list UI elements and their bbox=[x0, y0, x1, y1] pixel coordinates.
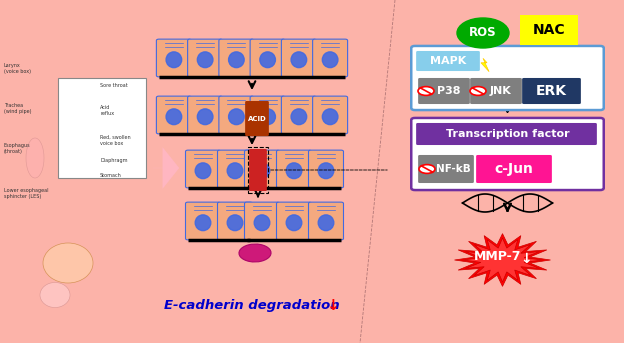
FancyBboxPatch shape bbox=[276, 202, 311, 240]
FancyBboxPatch shape bbox=[219, 96, 254, 134]
FancyBboxPatch shape bbox=[250, 96, 285, 134]
FancyBboxPatch shape bbox=[418, 155, 474, 183]
FancyBboxPatch shape bbox=[249, 149, 267, 191]
Circle shape bbox=[418, 86, 434, 95]
Text: Esophagus
(throat): Esophagus (throat) bbox=[4, 143, 31, 154]
Ellipse shape bbox=[228, 109, 244, 125]
Text: NAC: NAC bbox=[533, 23, 565, 37]
Ellipse shape bbox=[286, 163, 302, 179]
FancyBboxPatch shape bbox=[157, 39, 192, 77]
FancyBboxPatch shape bbox=[411, 118, 604, 190]
FancyBboxPatch shape bbox=[276, 150, 311, 188]
Ellipse shape bbox=[43, 243, 93, 283]
Ellipse shape bbox=[37, 25, 72, 60]
FancyBboxPatch shape bbox=[308, 150, 343, 188]
Text: c-Jun: c-Jun bbox=[495, 162, 534, 176]
Text: Sore throat: Sore throat bbox=[100, 83, 128, 88]
FancyArrowPatch shape bbox=[153, 147, 179, 189]
FancyBboxPatch shape bbox=[281, 39, 316, 77]
Ellipse shape bbox=[26, 138, 44, 178]
Ellipse shape bbox=[40, 283, 70, 308]
FancyBboxPatch shape bbox=[58, 78, 146, 178]
Ellipse shape bbox=[260, 109, 275, 125]
Ellipse shape bbox=[323, 109, 338, 125]
FancyBboxPatch shape bbox=[281, 96, 316, 134]
Text: ↓: ↓ bbox=[520, 252, 532, 266]
Ellipse shape bbox=[291, 52, 306, 68]
Text: P38: P38 bbox=[437, 86, 461, 96]
Text: MMP-7: MMP-7 bbox=[474, 250, 521, 263]
Ellipse shape bbox=[227, 163, 243, 179]
Text: ↓: ↓ bbox=[326, 297, 338, 312]
Text: Stomach: Stomach bbox=[100, 173, 122, 178]
Ellipse shape bbox=[197, 109, 213, 125]
FancyBboxPatch shape bbox=[185, 202, 220, 240]
Ellipse shape bbox=[318, 215, 334, 230]
Text: ERK: ERK bbox=[536, 84, 567, 98]
FancyBboxPatch shape bbox=[245, 150, 280, 188]
Ellipse shape bbox=[227, 215, 243, 230]
FancyBboxPatch shape bbox=[313, 39, 348, 77]
Text: Transcription factor: Transcription factor bbox=[446, 129, 569, 139]
Ellipse shape bbox=[254, 163, 270, 179]
FancyBboxPatch shape bbox=[308, 202, 343, 240]
Text: E-cadherin degradation: E-cadherin degradation bbox=[164, 298, 340, 311]
FancyBboxPatch shape bbox=[418, 78, 470, 104]
Text: Diaphragm: Diaphragm bbox=[100, 158, 127, 163]
Ellipse shape bbox=[318, 163, 334, 179]
FancyBboxPatch shape bbox=[157, 96, 192, 134]
Ellipse shape bbox=[195, 163, 211, 179]
Ellipse shape bbox=[61, 138, 79, 178]
FancyBboxPatch shape bbox=[185, 150, 220, 188]
Text: ACID: ACID bbox=[248, 116, 266, 122]
FancyBboxPatch shape bbox=[520, 15, 578, 45]
FancyBboxPatch shape bbox=[188, 96, 223, 134]
Ellipse shape bbox=[166, 52, 182, 68]
FancyBboxPatch shape bbox=[411, 46, 604, 110]
Ellipse shape bbox=[166, 109, 182, 125]
Ellipse shape bbox=[291, 109, 306, 125]
Text: MAPK: MAPK bbox=[430, 56, 466, 66]
Ellipse shape bbox=[323, 52, 338, 68]
Text: JNK: JNK bbox=[490, 86, 512, 96]
FancyBboxPatch shape bbox=[218, 202, 253, 240]
FancyBboxPatch shape bbox=[2, 18, 150, 323]
Circle shape bbox=[470, 86, 486, 95]
Ellipse shape bbox=[197, 52, 213, 68]
FancyBboxPatch shape bbox=[313, 96, 348, 134]
FancyBboxPatch shape bbox=[219, 39, 254, 77]
Text: Lower esophageal
sphincter (LES): Lower esophageal sphincter (LES) bbox=[4, 188, 49, 199]
Text: NF-kB: NF-kB bbox=[436, 164, 470, 174]
FancyBboxPatch shape bbox=[218, 150, 253, 188]
Text: ROS: ROS bbox=[469, 26, 497, 39]
FancyBboxPatch shape bbox=[250, 39, 285, 77]
Text: Trachea
(wind pipe): Trachea (wind pipe) bbox=[4, 103, 31, 114]
FancyBboxPatch shape bbox=[476, 155, 552, 183]
Text: Larynx
(voice box): Larynx (voice box) bbox=[4, 63, 31, 74]
FancyBboxPatch shape bbox=[522, 78, 581, 104]
Circle shape bbox=[419, 165, 435, 174]
Text: Acid
reflux: Acid reflux bbox=[100, 105, 114, 116]
Text: Red, swollen
voice box: Red, swollen voice box bbox=[100, 135, 130, 146]
Polygon shape bbox=[454, 234, 550, 286]
FancyBboxPatch shape bbox=[470, 78, 522, 104]
Polygon shape bbox=[462, 238, 542, 282]
Polygon shape bbox=[481, 58, 489, 72]
Ellipse shape bbox=[260, 52, 275, 68]
FancyBboxPatch shape bbox=[245, 101, 269, 136]
FancyBboxPatch shape bbox=[245, 202, 280, 240]
Ellipse shape bbox=[286, 215, 302, 230]
Ellipse shape bbox=[254, 215, 270, 230]
Ellipse shape bbox=[195, 215, 211, 230]
Ellipse shape bbox=[228, 52, 244, 68]
Ellipse shape bbox=[239, 244, 271, 262]
FancyBboxPatch shape bbox=[188, 39, 223, 77]
FancyBboxPatch shape bbox=[416, 123, 597, 145]
Ellipse shape bbox=[457, 18, 509, 48]
FancyBboxPatch shape bbox=[416, 51, 480, 71]
